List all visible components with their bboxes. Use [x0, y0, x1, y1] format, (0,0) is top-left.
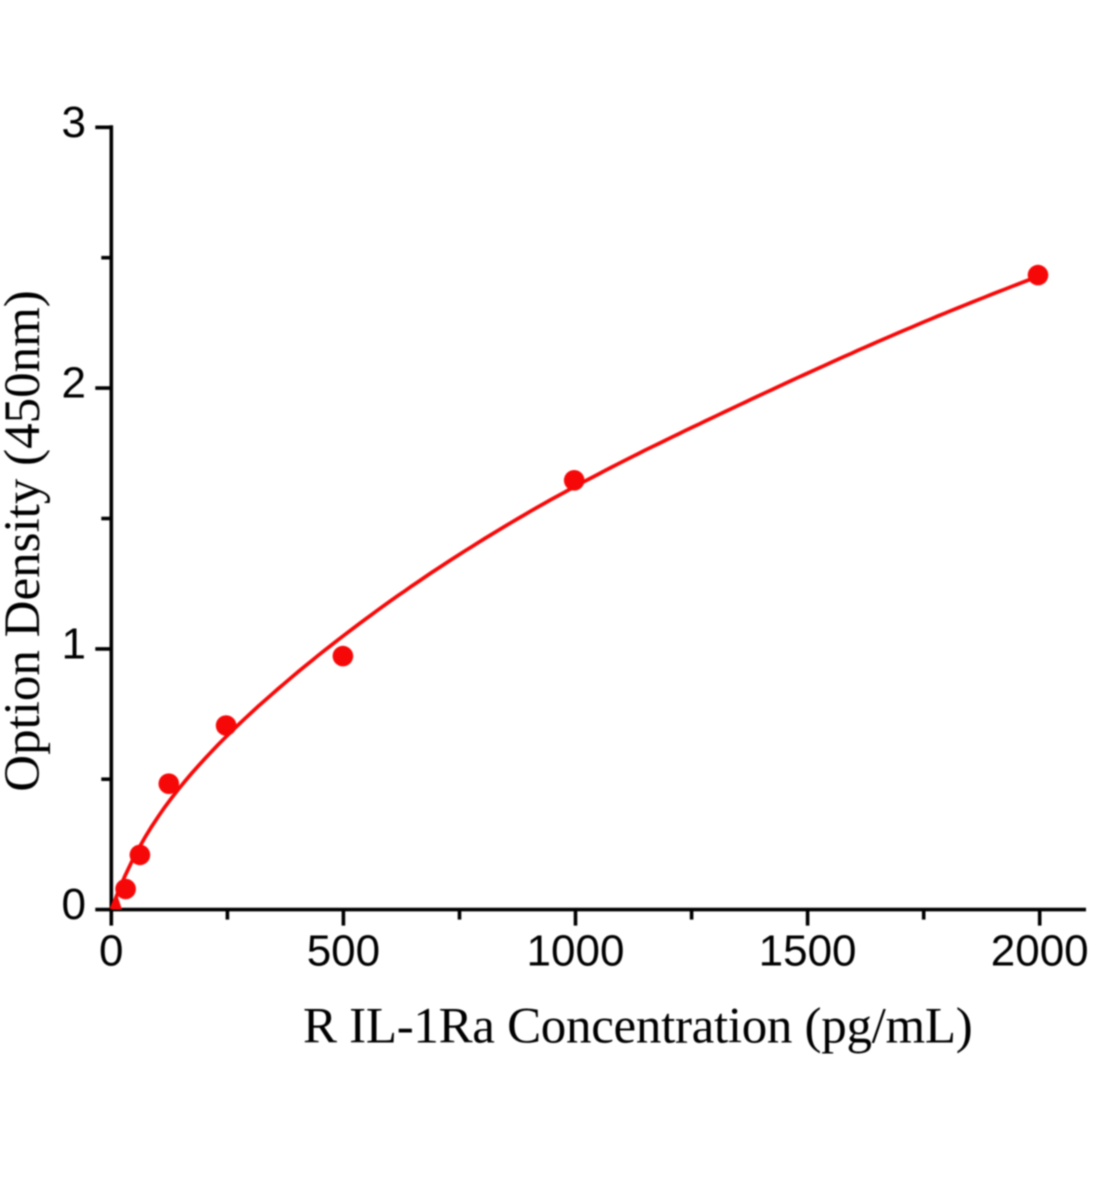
svg-text:2000: 2000	[991, 927, 1089, 976]
svg-text:0: 0	[99, 927, 123, 976]
svg-text:1500: 1500	[759, 927, 857, 976]
svg-text:1000: 1000	[527, 927, 625, 976]
svg-text:3: 3	[62, 98, 86, 147]
svg-text:0: 0	[62, 880, 86, 929]
svg-text:1: 1	[62, 620, 86, 669]
svg-text:Option Density (450nm): Option Density (450nm)	[0, 290, 51, 791]
svg-text:500: 500	[307, 927, 380, 976]
svg-text:2: 2	[62, 359, 86, 408]
svg-text:R IL-1Ra Concentration (pg/mL): R IL-1Ra Concentration (pg/mL)	[303, 999, 972, 1055]
